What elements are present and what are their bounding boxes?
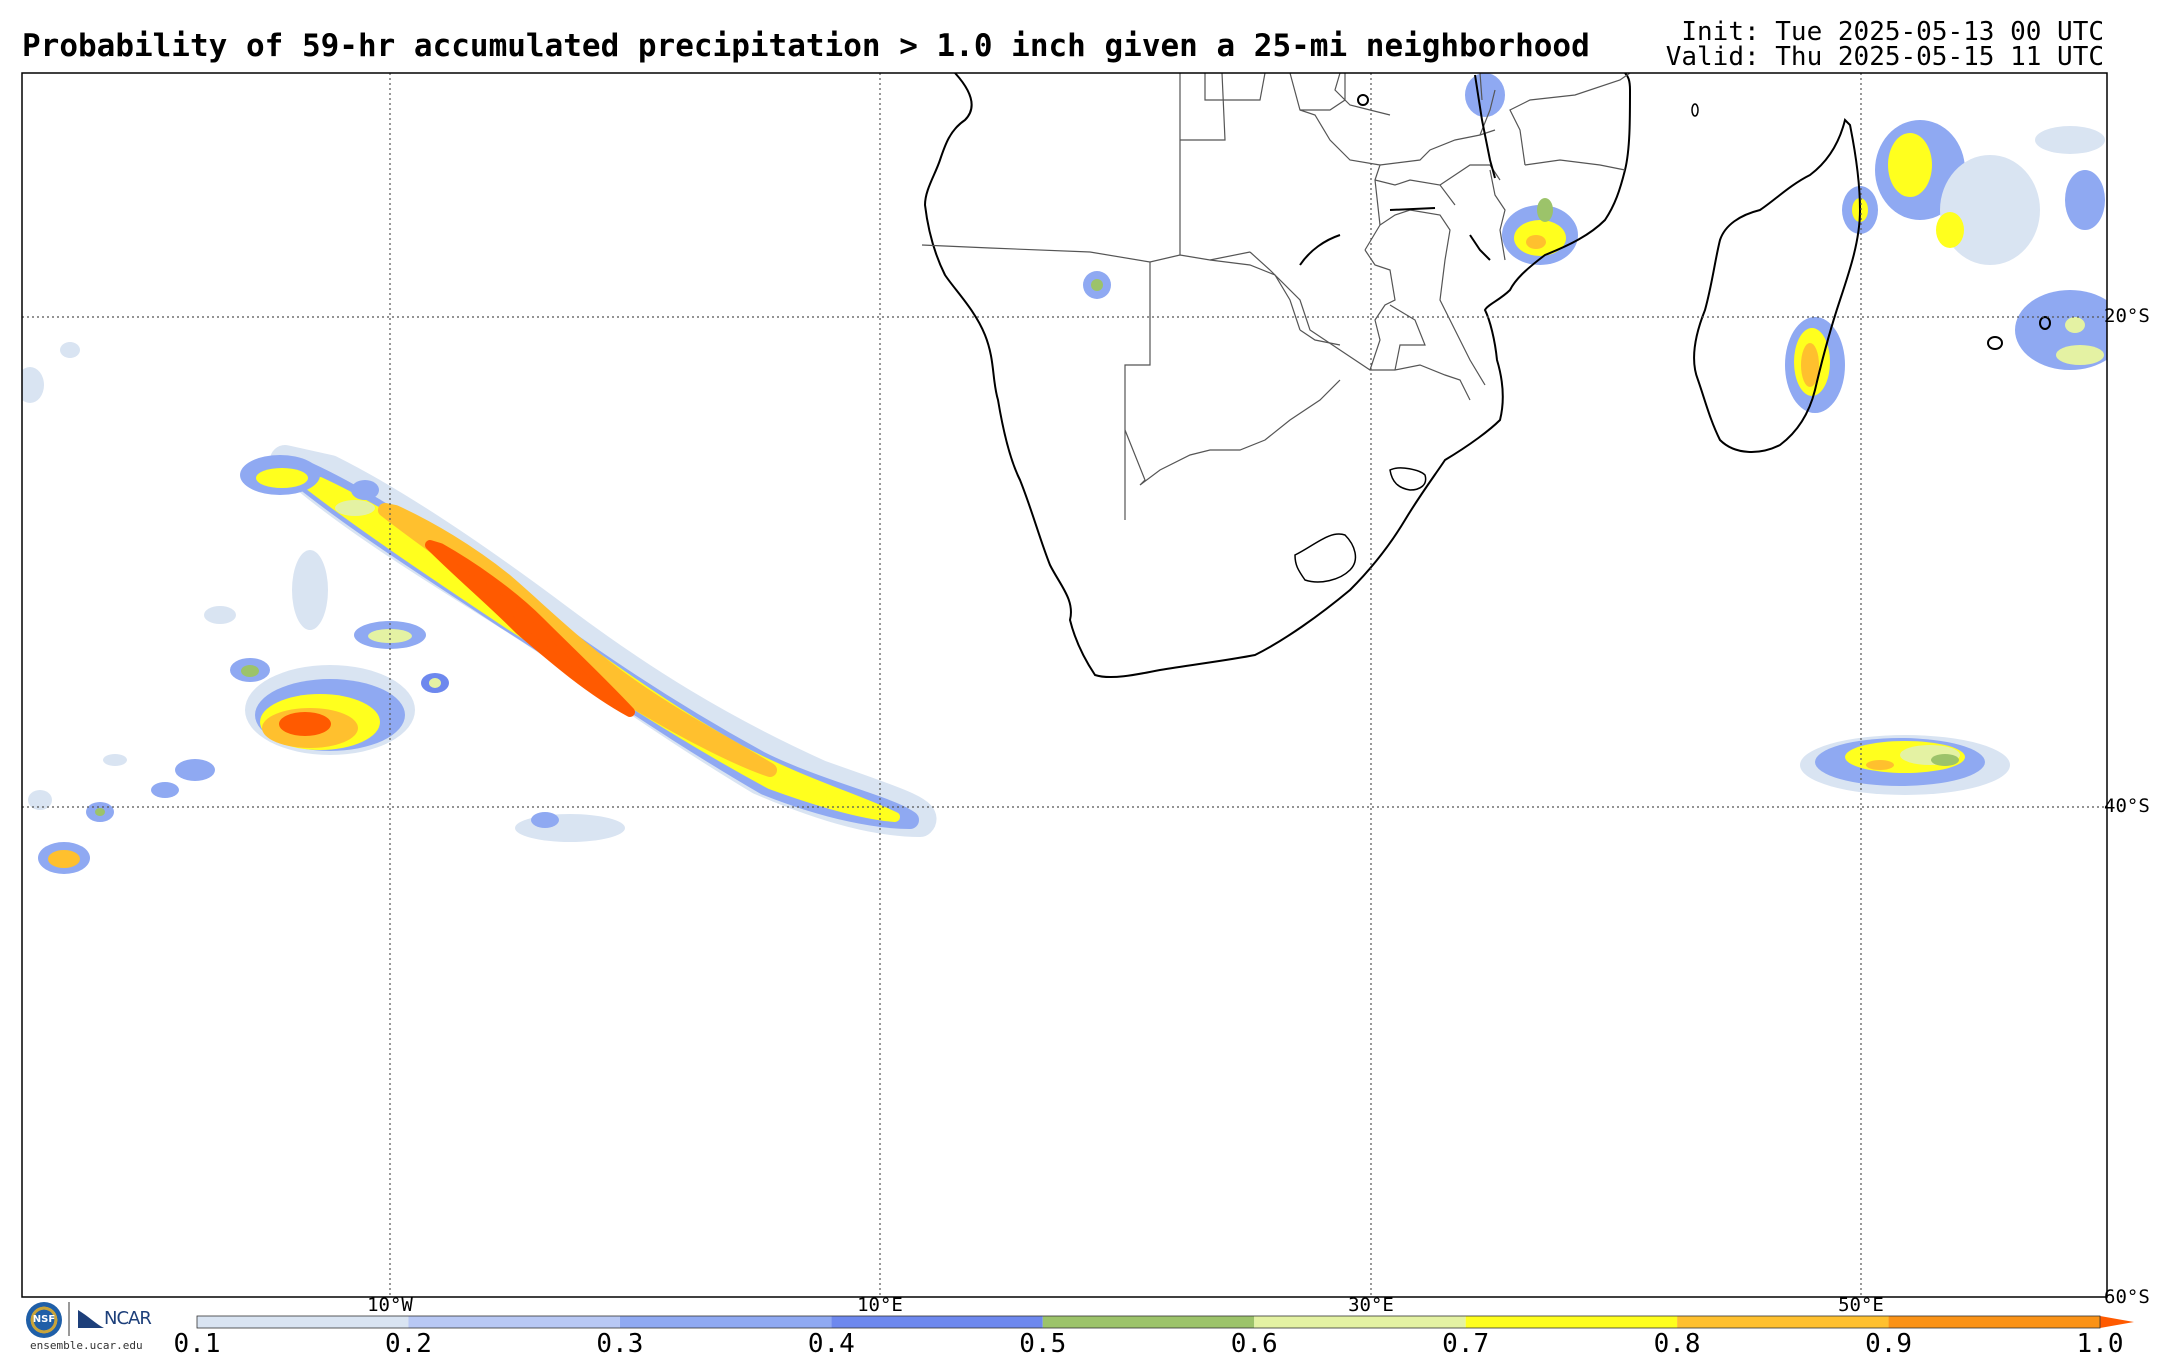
country-borders xyxy=(921,73,1631,520)
lakes xyxy=(1299,74,1496,266)
main-precip-band xyxy=(270,445,937,837)
colorbar-swatch xyxy=(831,1316,1043,1328)
lat-label-20s: 20°S xyxy=(2104,305,2150,327)
south-indian-precip xyxy=(1800,735,2010,795)
colorbar-swatch xyxy=(197,1316,409,1328)
lat-label-40s: 40°S xyxy=(2104,795,2150,817)
colorbar-tick-label: 0.1 xyxy=(173,1329,221,1359)
colorbar-tick-label: 0.3 xyxy=(596,1329,644,1359)
lat-label-60s: 60°S xyxy=(2104,1286,2150,1308)
colorbar-tick-label: 1.0 xyxy=(2076,1329,2124,1359)
lon-label-50e: 50°E xyxy=(1838,1294,1884,1316)
colorbar-tick-label: 0.5 xyxy=(1019,1329,1067,1359)
colorbar-tick-label: 0.9 xyxy=(1865,1329,1913,1359)
nsf-logo: NSF xyxy=(26,1302,62,1338)
colorbar-outline xyxy=(196,1315,2101,1329)
mozambique-precip xyxy=(1465,73,1578,265)
colorbar-swatch xyxy=(1888,1316,2100,1328)
coastlines xyxy=(923,73,2051,679)
colorbar-swatch xyxy=(1465,1316,1678,1328)
lon-label-10e: 10°E xyxy=(857,1294,903,1316)
map-frame xyxy=(21,72,2108,1298)
probability-shading xyxy=(22,73,2107,874)
lon-label-30e: 30°E xyxy=(1348,1294,1394,1316)
colorbar-extend-arrow xyxy=(2100,1316,2134,1328)
site-url: ensemble.ucar.edu xyxy=(30,1339,143,1352)
madagascar-precip xyxy=(1785,120,2107,413)
logo-divider xyxy=(68,1302,70,1336)
map-title: Probability of 59-hr accumulated precipi… xyxy=(22,28,1590,64)
colorbar-tick-label: 0.8 xyxy=(1653,1329,1701,1359)
colorbar xyxy=(196,1315,2134,1329)
colorbar-tick-label: 0.2 xyxy=(384,1329,432,1359)
valid-time: Valid: Thu 2025-05-15 11 UTC xyxy=(1665,42,2104,72)
colorbar-swatch xyxy=(1254,1316,1466,1328)
ncar-wordmark: NCAR xyxy=(104,1308,152,1329)
lon-label-10w: 10°W xyxy=(367,1294,413,1316)
west-precip-cluster xyxy=(151,455,625,842)
init-time: Init: Tue 2025-05-13 00 UTC xyxy=(1681,17,2104,47)
ncar-mark-icon xyxy=(78,1310,104,1328)
colorbar-tick-label: 0.6 xyxy=(1230,1329,1278,1359)
colorbar-tick-label: 0.7 xyxy=(1442,1329,1490,1359)
run-info: Init: Tue 2025-05-13 00 UTC Valid: Thu 2… xyxy=(1665,17,2104,72)
colorbar-swatch xyxy=(619,1316,832,1328)
far-west-precip xyxy=(22,342,127,874)
gridlines xyxy=(22,73,2107,1297)
colorbar-tick-label: 0.4 xyxy=(807,1329,855,1359)
colorbar-swatch xyxy=(1677,1316,1889,1328)
colorbar-swatch xyxy=(408,1316,620,1328)
colorbar-swatch xyxy=(1042,1316,1255,1328)
